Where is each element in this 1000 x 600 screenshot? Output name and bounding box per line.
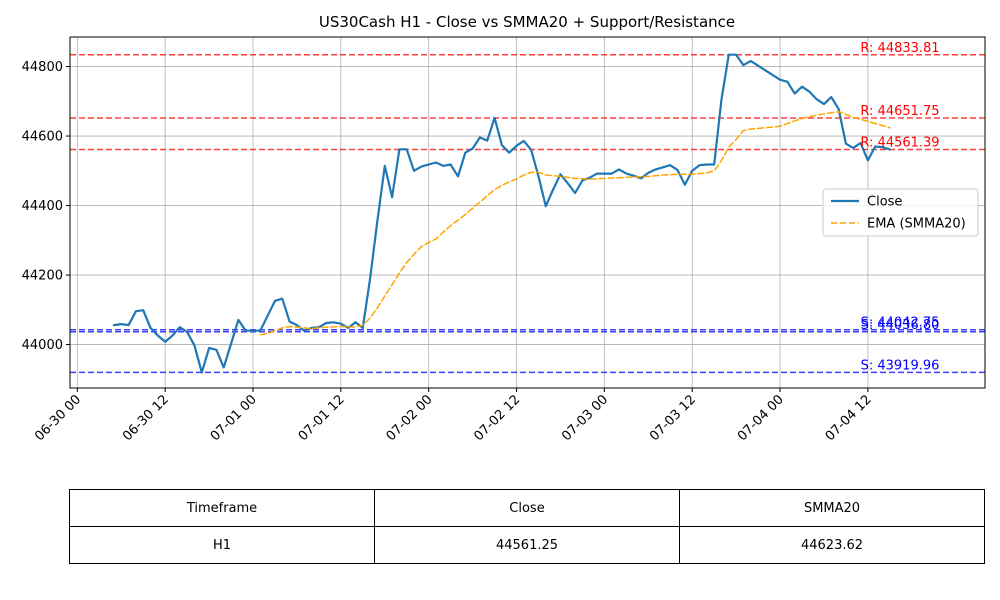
legend-label: Close bbox=[867, 195, 902, 210]
resistance-label: R: 44651.75 bbox=[860, 104, 939, 119]
x-tick-label: 06-30 00 bbox=[32, 392, 84, 444]
y-tick-label: 44000 bbox=[22, 338, 63, 353]
summary-table: Timeframe Close SMMA20 H1 44561.25 44623… bbox=[69, 489, 985, 564]
level-labels: R: 44833.81 R: 44651.75 R: 44561.39 S: 4404… bbox=[860, 41, 939, 374]
cell-close: 44561.25 bbox=[374, 526, 680, 564]
table-row: H1 44561.25 44623.62 bbox=[69, 526, 985, 564]
x-tick-label: 07-01 00 bbox=[208, 392, 260, 444]
cell-timeframe: H1 bbox=[69, 526, 375, 564]
table-header-row: Timeframe Close SMMA20 bbox=[69, 489, 985, 527]
y-tick-label: 44400 bbox=[22, 199, 63, 214]
support-label: S: 44036.80 bbox=[861, 318, 940, 333]
resistance-label: R: 44833.81 bbox=[860, 41, 939, 56]
chart: US30Cash H1 - Close vs SMMA20 + Support/… bbox=[22, 13, 986, 444]
x-tick-label: 07-01 12 bbox=[296, 392, 348, 444]
plot-area-frame bbox=[69, 36, 986, 389]
chart-title: US30Cash H1 - Close vs SMMA20 + Support/… bbox=[319, 13, 735, 31]
resistance-label: R: 44561.39 bbox=[860, 135, 939, 150]
support-label: S: 43919.96 bbox=[861, 358, 940, 373]
cell-smma20: 44623.62 bbox=[679, 526, 985, 564]
x-tick-label: 07-04 12 bbox=[823, 392, 875, 444]
y-tick-label: 44200 bbox=[22, 269, 63, 284]
legend-label: EMA (SMMA20) bbox=[867, 217, 966, 232]
smma20-series-line bbox=[259, 110, 891, 336]
x-tick-label: 07-04 00 bbox=[735, 392, 787, 444]
legend-box bbox=[822, 188, 979, 237]
header-smma20: SMMA20 bbox=[679, 489, 985, 527]
series-lines bbox=[112, 53, 891, 374]
x-tick-label: 07-02 00 bbox=[384, 392, 436, 444]
x-tick-label: 07-02 12 bbox=[471, 392, 523, 444]
x-tick-label: 06-30 12 bbox=[120, 392, 172, 444]
header-close: Close bbox=[374, 489, 680, 527]
support-label: S: 44042.75 bbox=[861, 316, 940, 331]
y-tick-label: 44800 bbox=[22, 60, 63, 75]
header-timeframe: Timeframe bbox=[69, 489, 375, 527]
close-series-line bbox=[112, 53, 891, 374]
x-tick-label: 07-03 12 bbox=[647, 392, 699, 444]
legend: Close EMA (SMMA20) bbox=[822, 188, 979, 237]
y-tick-label: 44600 bbox=[22, 130, 63, 145]
x-tick-label: 07-03 00 bbox=[559, 392, 611, 444]
